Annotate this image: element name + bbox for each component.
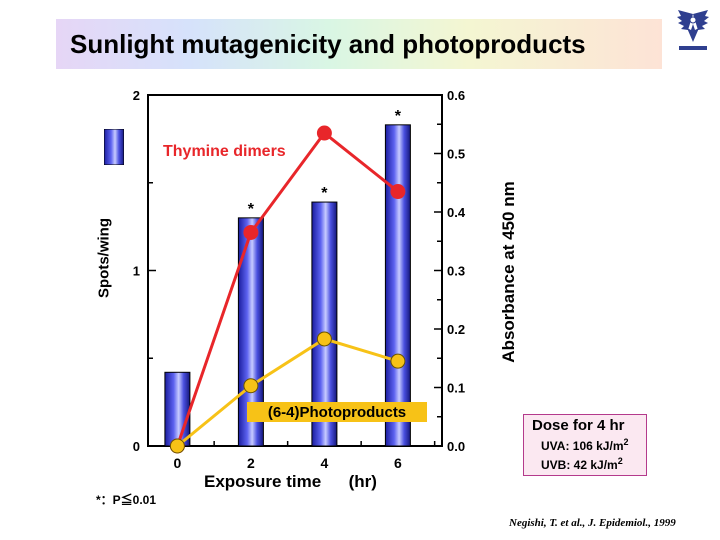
thymine-dimers-line <box>175 130 399 447</box>
right-tick-label: 0.4 <box>447 205 466 220</box>
significance-footnote: *：P≦0.01 <box>96 493 157 507</box>
right-axis-label: Absorbance at 450 nm <box>499 181 518 363</box>
x-tick-label: 0 <box>174 455 182 471</box>
photoproducts-point <box>316 331 332 347</box>
significance-mark: * <box>248 201 255 218</box>
right-tick-label: 0.2 <box>447 322 465 337</box>
photoproducts-point <box>169 438 185 454</box>
title-banner: Sunlight mutagenicity and photoproducts <box>56 19 662 69</box>
thymine-dimers-point <box>243 224 259 240</box>
dose-title: Dose for 4 hr <box>532 417 625 434</box>
photoproducts-point <box>390 353 406 369</box>
bar-legend-swatch <box>104 129 124 165</box>
dose-box: Dose for 4 hr UVA: 106 kJ/m2 UVB: 42 kJ/… <box>523 414 647 476</box>
x-tick-label: 4 <box>321 455 329 471</box>
left-axis-label: Spots/wing <box>95 218 113 298</box>
photoproducts-point <box>243 378 259 394</box>
x-axis-label: Exposure time (hr) <box>204 472 377 492</box>
x-tick-label: 6 <box>394 455 402 471</box>
left-tick-label: 1 <box>133 264 140 279</box>
x-tick-label: 2 <box>247 455 255 471</box>
thymine-dimers-label: Thymine dimers <box>163 143 286 160</box>
right-tick-label: 0.1 <box>447 381 465 396</box>
university-logo-icon <box>677 10 709 50</box>
spots-bar <box>384 124 411 447</box>
photoproducts-label: (6-4)Photoproducts <box>247 402 427 422</box>
thymine-dimers-point <box>390 184 406 200</box>
thymine-dimers-point <box>316 125 332 141</box>
significance-mark: * <box>321 185 328 202</box>
right-tick-label: 0.0 <box>447 439 465 454</box>
x-axis-title: Exposure time <box>204 472 322 491</box>
left-tick-label: 0 <box>133 439 140 454</box>
citation: Negishi, T. et al., J. Epidemiol., 1999 <box>509 517 676 529</box>
right-tick-label: 0.5 <box>447 147 465 162</box>
x-axis-unit: (hr) <box>348 472 377 491</box>
significance-mark: * <box>395 108 402 125</box>
right-tick-label: 0.3 <box>447 264 465 279</box>
uva-dose: UVA: 106 kJ/m2 <box>541 437 629 453</box>
slide-title: Sunlight mutagenicity and photoproducts <box>70 28 586 59</box>
left-tick-label: 2 <box>133 88 140 103</box>
uvb-dose: UVB: 42 kJ/m2 <box>541 456 623 472</box>
spots-bar <box>164 371 191 447</box>
right-tick-label: 0.6 <box>447 88 465 103</box>
photoproducts-line <box>176 337 399 448</box>
